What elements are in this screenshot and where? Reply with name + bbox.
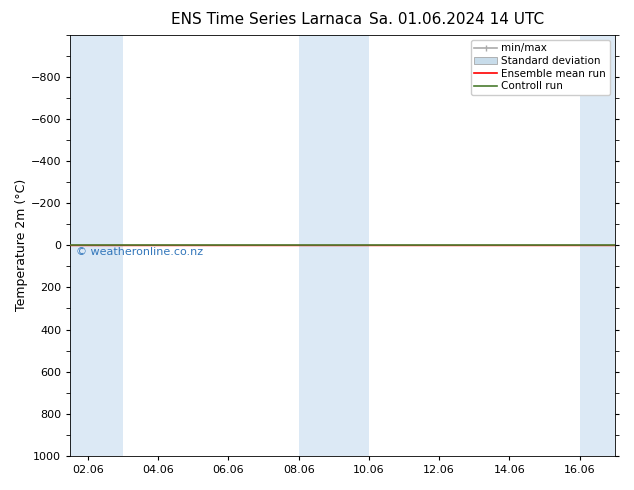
Bar	[579, 35, 615, 456]
Legend: min/max, Standard deviation, Ensemble mean run, Controll run: min/max, Standard deviation, Ensemble me…	[470, 40, 610, 95]
Text: © weatheronline.co.nz: © weatheronline.co.nz	[75, 247, 203, 257]
Text: Sa. 01.06.2024 14 UTC: Sa. 01.06.2024 14 UTC	[369, 12, 544, 27]
Bar	[70, 35, 123, 456]
Text: ENS Time Series Larnaca: ENS Time Series Larnaca	[171, 12, 362, 27]
Y-axis label: Temperature 2m (°C): Temperature 2m (°C)	[15, 179, 28, 312]
Bar	[299, 35, 369, 456]
